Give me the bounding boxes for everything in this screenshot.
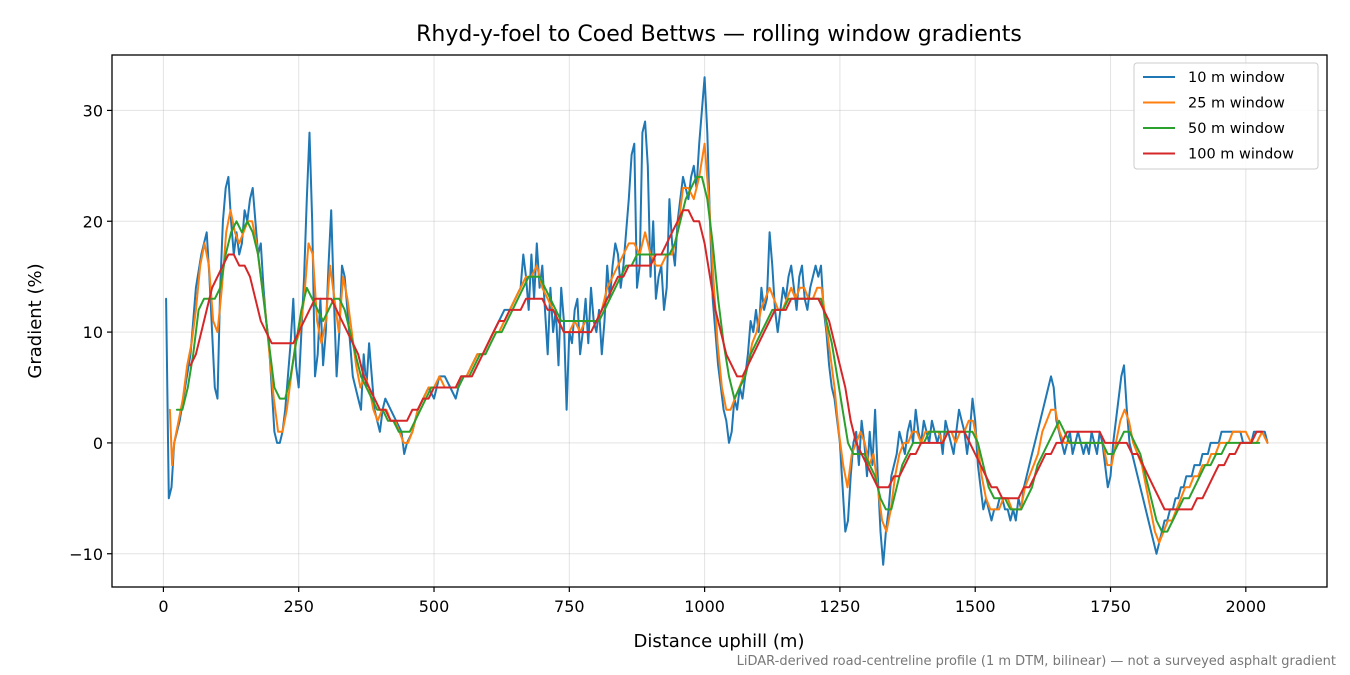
x-axis-label: Distance uphill (m) xyxy=(634,631,805,652)
series-line-3 xyxy=(175,175,1261,533)
y-tick-label: 30 xyxy=(83,101,103,120)
legend-label-2: 25 m window xyxy=(1188,96,1285,112)
y-tick-label: 0 xyxy=(93,434,103,453)
series-line-4 xyxy=(189,209,1264,511)
x-tick-label: 1750 xyxy=(1090,597,1131,616)
x-tick-label: 1500 xyxy=(955,597,996,616)
legend: 10 m window 25 m window 50 m window 100 m w… xyxy=(1133,62,1319,170)
plot-frame xyxy=(111,54,1328,588)
chart-title: Rhyd-y-foel to Coed Bettws — rolling win… xyxy=(416,22,1022,47)
x-tick-label: 750 xyxy=(554,597,585,616)
legend-label-3: 50 m window xyxy=(1188,121,1285,137)
x-tick-label: 1000 xyxy=(684,597,725,616)
legend-label-4: 100 m window xyxy=(1188,147,1294,163)
x-tick-label: 0 xyxy=(158,597,168,616)
y-axis-label: Gradient (%) xyxy=(25,263,46,378)
x-axis: 0 250 500 750 1000 1250 1500 1750 2000 xyxy=(158,587,1266,616)
y-tick-label: −10 xyxy=(69,545,103,564)
x-tick-label: 1250 xyxy=(820,597,861,616)
series-layer xyxy=(165,76,1269,566)
y-tick-label: 10 xyxy=(83,323,103,342)
series-line-1 xyxy=(165,76,1269,566)
footnote: LiDAR-derived road-centreline profile (1… xyxy=(737,654,1336,669)
legend-label-1: 10 m window xyxy=(1188,70,1285,86)
x-tick-label: 500 xyxy=(419,597,450,616)
legend-box xyxy=(1133,62,1319,170)
x-tick-label: 250 xyxy=(283,597,314,616)
y-tick-label: 20 xyxy=(83,212,103,231)
x-tick-label: 2000 xyxy=(1225,597,1266,616)
y-axis: −10 0 10 20 30 xyxy=(69,101,112,564)
